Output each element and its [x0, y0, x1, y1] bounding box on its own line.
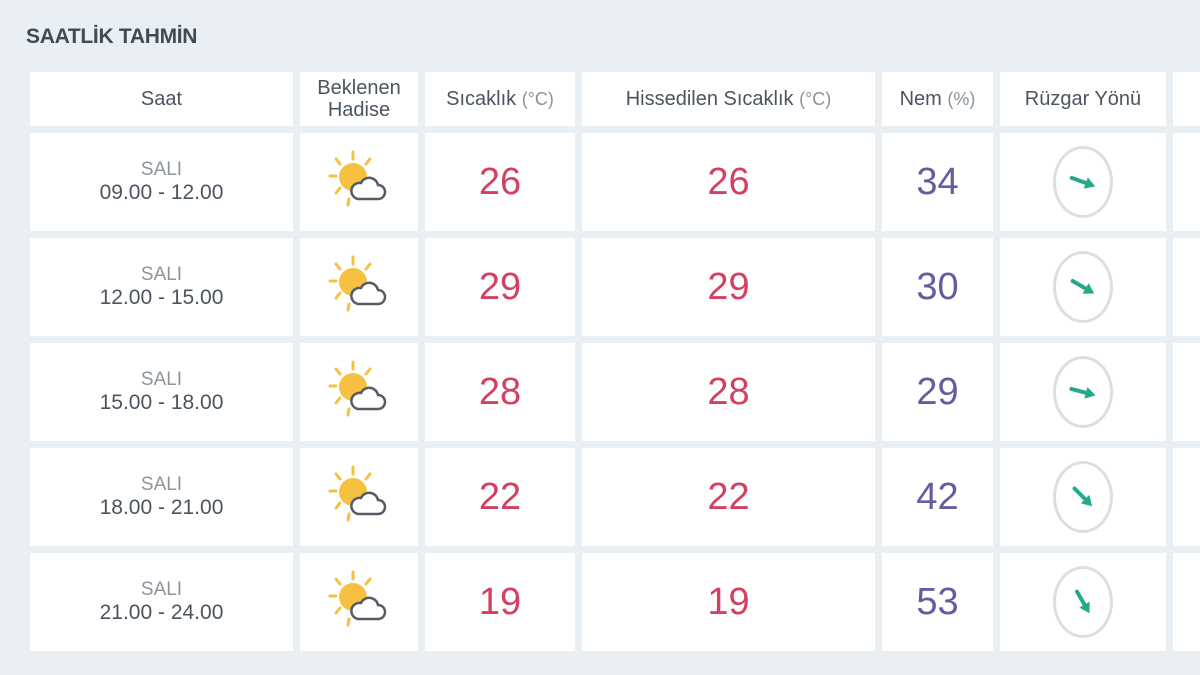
header-label: Rüzgar Yönü — [1024, 88, 1142, 110]
day-label: SALI — [140, 159, 183, 180]
time-range: 21.00 - 24.00 — [99, 601, 224, 624]
wind-arrow-icon — [1069, 386, 1096, 399]
header-label: Beklenen — [317, 77, 401, 99]
header-label: Saat — [140, 88, 183, 110]
wind-arrow-icon — [1070, 279, 1095, 294]
wind-direction-dial — [1053, 461, 1113, 533]
feels-like-value: 28 — [582, 343, 875, 441]
wind-direction-dial — [1053, 356, 1113, 428]
day-label: SALI — [140, 579, 183, 600]
humidity-value: 34 — [882, 133, 993, 231]
header-hadise: Beklenen Hadise — [300, 72, 418, 126]
partly-cloudy-icon — [328, 569, 390, 636]
time-range: 18.00 - 21.00 — [99, 496, 224, 519]
humidity-value: 29 — [882, 343, 993, 441]
header-nem: Nem (%) — [882, 72, 993, 126]
weather-cell — [300, 343, 418, 441]
time-cell: SALI 21.00 - 24.00 — [30, 553, 293, 651]
temperature-value: 29 — [425, 238, 575, 336]
time-range: 12.00 - 15.00 — [99, 286, 224, 309]
wind-direction-dial — [1053, 251, 1113, 323]
cut-off-cell — [1173, 553, 1200, 651]
wind-cell — [1000, 133, 1166, 231]
weather-cell — [300, 448, 418, 546]
header-unit: (°C) — [799, 89, 832, 109]
temperature-value: 28 — [425, 343, 575, 441]
header-hissedilen: Hissedilen Sıcaklık (°C) — [582, 72, 875, 126]
time-cell: SALI 18.00 - 21.00 — [30, 448, 293, 546]
cut-off-cell — [1173, 343, 1200, 441]
feels-like-value: 29 — [582, 238, 875, 336]
wind-arrow-icon — [1069, 175, 1096, 189]
feels-like-value: 22 — [582, 448, 875, 546]
feels-like-value: 19 — [582, 553, 875, 651]
header-label: Hissedilen Sıcaklık — [625, 88, 794, 110]
time-range: 09.00 - 12.00 — [99, 181, 224, 204]
header-cut-off — [1173, 72, 1200, 126]
hourly-forecast-table: Saat Beklenen Hadise Sıcaklık (°C) Hissed… — [30, 72, 1200, 651]
day-label: SALI — [140, 369, 183, 390]
cut-off-cell — [1173, 133, 1200, 231]
header-ruzgar: Rüzgar Yönü — [1000, 72, 1166, 126]
partly-cloudy-icon — [328, 149, 390, 216]
partly-cloudy-icon — [328, 254, 390, 321]
header-sicaklik: Sıcaklık (°C) — [425, 72, 575, 126]
temperature-value: 26 — [425, 133, 575, 231]
weather-cell — [300, 133, 418, 231]
day-label: SALI — [140, 474, 183, 495]
partly-cloudy-icon — [328, 464, 390, 531]
weather-cell — [300, 238, 418, 336]
wind-arrow-icon — [1072, 486, 1093, 507]
wind-cell — [1000, 238, 1166, 336]
header-unit: (°C) — [521, 89, 554, 109]
wind-direction-dial — [1053, 146, 1113, 218]
time-range: 15.00 - 18.00 — [99, 391, 224, 414]
cut-off-cell — [1173, 238, 1200, 336]
header-saat: Saat — [30, 72, 293, 126]
header-label: Nem — [899, 88, 942, 110]
time-cell: SALI 09.00 - 12.00 — [30, 133, 293, 231]
partly-cloudy-icon — [328, 359, 390, 426]
header-label: Sıcaklık — [446, 88, 517, 110]
header-unit: (%) — [947, 89, 976, 109]
header-label: Hadise — [327, 99, 391, 121]
section-title: SAATLİK TAHMİN — [26, 25, 198, 48]
humidity-value: 30 — [882, 238, 993, 336]
wind-cell — [1000, 553, 1166, 651]
temperature-value: 22 — [425, 448, 575, 546]
feels-like-value: 26 — [582, 133, 875, 231]
wind-arrow-icon — [1075, 589, 1090, 614]
humidity-value: 42 — [882, 448, 993, 546]
time-cell: SALI 15.00 - 18.00 — [30, 343, 293, 441]
weather-cell — [300, 553, 418, 651]
wind-cell — [1000, 448, 1166, 546]
humidity-value: 53 — [882, 553, 993, 651]
day-label: SALI — [140, 264, 183, 285]
time-cell: SALI 12.00 - 15.00 — [30, 238, 293, 336]
wind-direction-dial — [1053, 566, 1113, 638]
wind-cell — [1000, 343, 1166, 441]
temperature-value: 19 — [425, 553, 575, 651]
cut-off-cell — [1173, 448, 1200, 546]
